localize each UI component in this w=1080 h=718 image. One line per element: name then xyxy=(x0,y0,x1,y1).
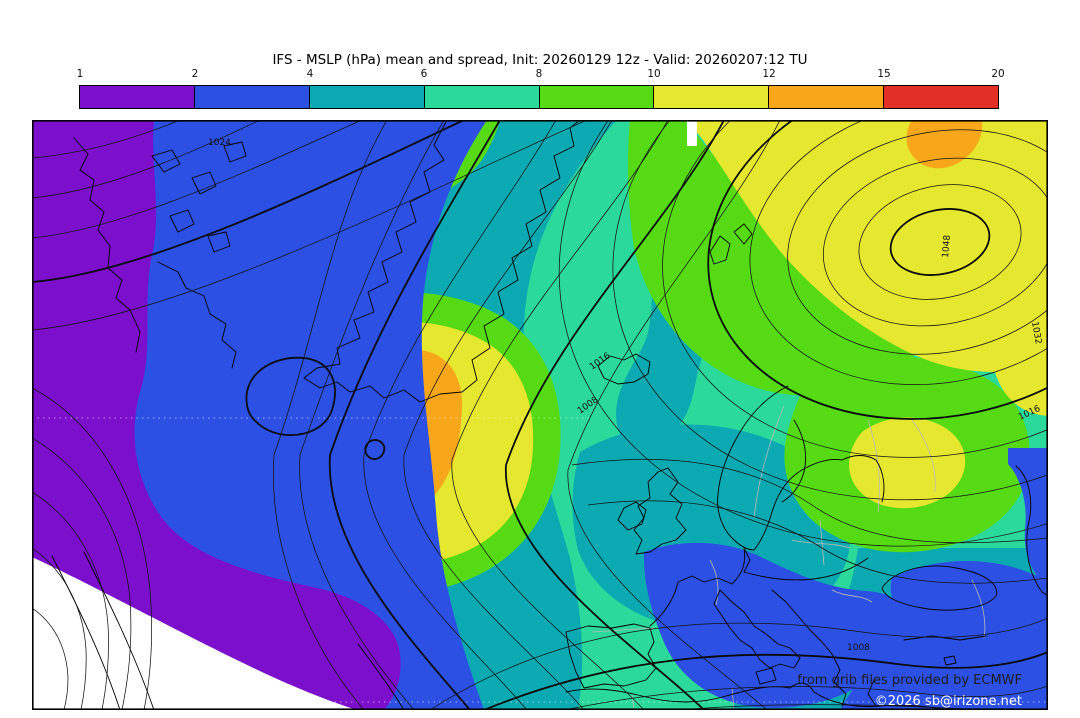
colorbar-segment xyxy=(424,86,540,108)
black-sea-coast xyxy=(881,565,998,611)
colorbar-tick: 10 xyxy=(647,68,661,80)
coastlines xyxy=(51,120,1048,710)
colorbar-segment xyxy=(884,86,998,108)
contour-label: 1008 xyxy=(847,643,870,653)
colorbar-tick: 12 xyxy=(762,68,776,80)
colorbar-segment xyxy=(80,86,195,108)
colorbar-segment xyxy=(769,86,885,108)
colorbar-tick: 15 xyxy=(877,68,891,80)
colorbar-segment xyxy=(654,86,770,108)
italy-coast xyxy=(713,589,801,685)
colorbar-tick: 20 xyxy=(991,68,1005,80)
contour-label: 1032 xyxy=(1029,321,1043,345)
colorbar-segment xyxy=(309,86,425,108)
canada-coast xyxy=(73,137,141,353)
mslp-spread-map: 1024 1016 1008 1048 1032 1016 1008 from … xyxy=(32,120,1048,710)
map-canvas: 1024 1016 1008 1048 1032 1016 1008 from … xyxy=(32,120,1048,710)
spread-colorbar xyxy=(79,85,999,109)
svalbard-coast xyxy=(709,223,753,265)
colorbar-segment xyxy=(194,86,310,108)
chart-title: IFS - MSLP (hPa) mean and spread, Init: … xyxy=(272,52,808,68)
country-borders xyxy=(591,405,986,710)
colorbar-tick: 2 xyxy=(191,68,199,80)
spread-region-below-min xyxy=(32,120,697,710)
scandinavia-coast xyxy=(717,385,843,551)
caspian-coast xyxy=(1015,465,1048,597)
colorbar-tick: 6 xyxy=(420,68,428,80)
colorbar-segment xyxy=(539,86,655,108)
contour-label: 1024 xyxy=(208,138,231,148)
attribution-copyright: ©2026 sb@irizone.net xyxy=(875,694,1022,709)
attribution: from grib files provided by ECMWF ©2026 … xyxy=(797,673,1022,709)
colorbar-tick: 8 xyxy=(535,68,543,80)
isobar-contours-major xyxy=(32,120,1048,710)
attribution-source: from grib files provided by ECMWF xyxy=(797,673,1022,688)
spread-region-purple xyxy=(32,120,401,710)
colorbar-tick: 4 xyxy=(306,68,314,80)
contour-label: 1048 xyxy=(941,234,953,258)
iceland-coast xyxy=(597,353,651,385)
greenland-coast xyxy=(303,120,581,403)
colorbar-tick-labels: 1 2 4 6 8 10 12 15 20 xyxy=(0,68,1080,82)
map-border xyxy=(32,120,1048,710)
isobar-contours xyxy=(32,120,1048,710)
north-africa-coast xyxy=(565,682,949,710)
colorbar-tick: 1 xyxy=(76,68,84,80)
